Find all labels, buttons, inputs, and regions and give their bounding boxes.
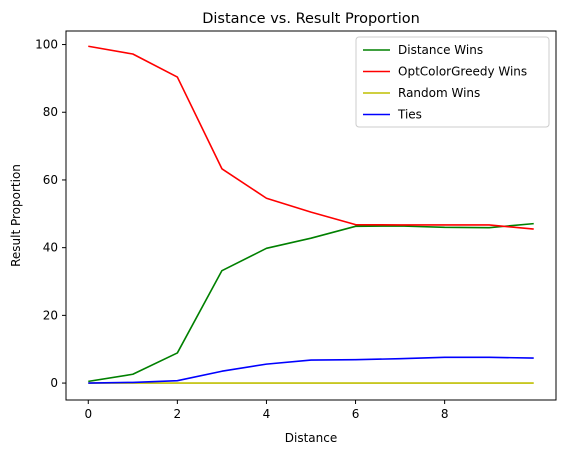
legend-label-ties: Ties: [397, 108, 422, 122]
y-axis-label: Result Proportion: [9, 164, 23, 267]
series-line-distance-wins: [88, 222, 534, 383]
legend-label-distance-wins: Distance Wins: [398, 43, 483, 57]
x-axis-ticks: 0 2 4 6 8: [84, 400, 448, 421]
x-tick-label: 2: [174, 407, 182, 421]
series-line-ties: [88, 356, 534, 384]
y-tick-label: 20: [43, 308, 58, 322]
chart-title: Distance vs. Result Proportion: [202, 11, 420, 27]
legend: Distance Wins OptColorGreedy Wins Random W…: [355, 36, 550, 128]
legend-box: [355, 36, 550, 128]
y-tick-label: 100: [35, 38, 58, 52]
x-tick-label: 4: [263, 407, 271, 421]
legend-label-random-wins: Random Wins: [398, 86, 480, 100]
plot-frame: [65, 30, 557, 401]
y-tick-label: 0: [50, 376, 58, 390]
y-tick-label: 60: [43, 173, 58, 187]
x-tick-label: 0: [84, 407, 92, 421]
series-line-optcolorgreedy-wins: [88, 45, 534, 230]
series-lines: [88, 45, 534, 384]
x-tick-label: 8: [441, 407, 449, 421]
x-axis-label: Distance: [285, 431, 337, 445]
x-tick-label: 6: [352, 407, 360, 421]
y-axis-ticks: 0 20 40 60 80 100: [35, 38, 66, 390]
y-tick-label: 40: [43, 241, 58, 255]
y-tick-label: 80: [43, 105, 58, 119]
legend-label-optcolorgreedy-wins: OptColorGreedy Wins: [398, 65, 527, 79]
